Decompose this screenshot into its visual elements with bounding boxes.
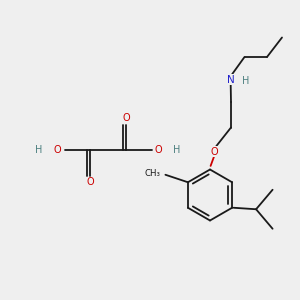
Text: H: H xyxy=(173,145,181,155)
Text: N: N xyxy=(227,74,235,85)
Text: H: H xyxy=(242,76,250,86)
Text: O: O xyxy=(211,146,218,157)
Text: CH₃: CH₃ xyxy=(144,169,160,178)
Text: O: O xyxy=(54,145,61,155)
Text: O: O xyxy=(154,145,162,155)
Text: O: O xyxy=(86,177,94,188)
Text: O: O xyxy=(122,112,130,123)
Text: H: H xyxy=(35,145,43,155)
